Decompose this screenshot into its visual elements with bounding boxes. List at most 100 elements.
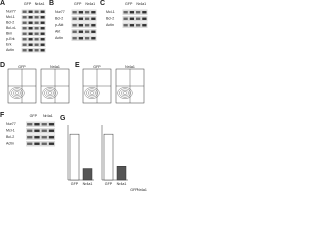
lane-header: GFP: [125, 2, 133, 6]
contour: [89, 91, 95, 95]
panel-letter: F: [0, 112, 5, 119]
contour: [122, 91, 128, 95]
band: [129, 17, 134, 20]
band: [22, 21, 27, 24]
band: [22, 10, 27, 13]
band: [27, 142, 33, 145]
band: [72, 17, 77, 20]
band: [28, 49, 33, 52]
band: [34, 43, 39, 46]
panel-letter: A: [0, 0, 5, 7]
blot-strip: [71, 22, 97, 28]
x-tick-label: Nr4a1: [83, 182, 93, 186]
band: [78, 37, 83, 40]
band: [136, 24, 141, 27]
band: [142, 11, 147, 14]
lane-header: GFP: [74, 2, 82, 6]
legend-label: Nr4a1: [137, 188, 147, 192]
band: [34, 136, 40, 139]
row-label: Bcl-2: [55, 17, 63, 21]
contour: [14, 91, 20, 95]
contour: [117, 87, 133, 99]
blot-strip: [26, 128, 56, 134]
bar: [103, 133, 114, 181]
panel-letter: C: [100, 0, 105, 7]
band: [85, 24, 90, 27]
row-label: Erk: [6, 43, 12, 47]
blot-strip: [122, 9, 148, 15]
band: [28, 21, 33, 24]
band: [72, 37, 77, 40]
lane-header: GFP: [24, 2, 32, 6]
band: [40, 16, 45, 19]
blot-strip: [26, 134, 56, 140]
blot-strip: [122, 22, 148, 28]
plot-title: GFP: [18, 65, 26, 69]
row-label: p-Akt: [55, 23, 63, 27]
blot-strip: [71, 29, 97, 35]
row-label: Actin: [6, 48, 14, 52]
row-label: Mcl-1: [106, 10, 115, 14]
x-tick-label: GFP: [71, 182, 79, 186]
bar: [116, 166, 127, 181]
band: [78, 11, 83, 14]
contour: [46, 89, 54, 97]
band: [129, 11, 134, 14]
band: [78, 17, 83, 20]
row-label: Actin: [55, 36, 63, 40]
blot-strip: [21, 42, 46, 47]
blot-strip: [26, 121, 56, 127]
blot-strip: [21, 48, 46, 53]
band: [22, 16, 27, 19]
contour: [86, 88, 98, 98]
plot-title: Nr4a1: [50, 65, 60, 69]
lane-header: Nr4a1: [136, 2, 146, 6]
band: [27, 123, 33, 126]
band: [34, 21, 39, 24]
blot-strip: [71, 35, 97, 41]
contour: [84, 87, 100, 99]
band: [41, 142, 47, 145]
blot-strip: [26, 141, 56, 147]
contour: [119, 88, 131, 98]
band: [78, 24, 83, 27]
band: [34, 129, 40, 132]
band: [78, 30, 83, 33]
blot-strip: [21, 15, 46, 20]
contour: [121, 89, 129, 97]
band: [72, 24, 77, 27]
band: [22, 43, 27, 46]
blot-strip: [71, 16, 97, 22]
band: [136, 17, 141, 20]
band: [27, 136, 33, 139]
blot-strip: [21, 9, 46, 14]
band: [85, 17, 90, 20]
panel-letter: E: [75, 62, 80, 69]
lane-header: Nr4a1: [85, 2, 95, 6]
band: [28, 32, 33, 35]
band: [123, 11, 128, 14]
band: [91, 30, 96, 33]
contour: [11, 88, 23, 98]
band: [72, 30, 77, 33]
blot-strip: [21, 37, 46, 42]
contour: [13, 89, 21, 97]
band: [48, 129, 55, 132]
band: [28, 43, 33, 46]
band: [34, 10, 39, 13]
lane-header: Nr4a1: [43, 114, 53, 118]
band: [22, 38, 27, 41]
band: [28, 27, 33, 30]
blot-strip: [122, 16, 148, 22]
contour: [42, 87, 58, 99]
band: [85, 37, 90, 40]
blot-strip: [71, 9, 97, 15]
band: [91, 11, 96, 14]
blot-strip: [21, 20, 46, 25]
band: [142, 24, 147, 27]
band: [34, 142, 40, 145]
band: [48, 136, 55, 139]
band: [123, 17, 128, 20]
band: [40, 27, 45, 30]
panel-letter: B: [49, 0, 54, 7]
